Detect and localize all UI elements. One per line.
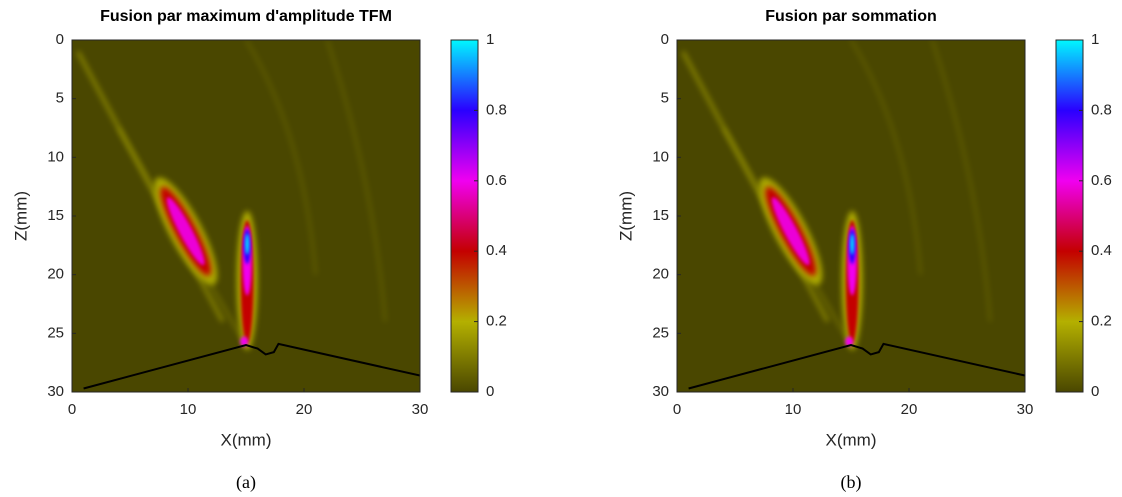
y-axis-label: Z(mm) — [11, 191, 30, 241]
chart-title: Fusion par sommation — [765, 8, 937, 25]
y-tick-label: 15 — [47, 207, 64, 224]
colorbar-tick-label: 0.6 — [486, 172, 507, 189]
x-tick-label: 30 — [412, 401, 429, 418]
intensity-blob — [845, 336, 854, 347]
colorbar-tick-label: 0.4 — [486, 242, 507, 259]
intensity-blob — [771, 197, 810, 266]
colorbar-tick-label: 0.4 — [1091, 242, 1112, 259]
colorbar-tick-label: 1 — [1091, 31, 1099, 48]
intensity-streak — [930, 40, 992, 322]
colorbar-tick-label: 0 — [486, 383, 494, 400]
intensity-streak — [244, 40, 318, 275]
y-tick-label: 0 — [661, 31, 669, 48]
intensity-blob — [850, 233, 854, 255]
heatmap-image — [76, 40, 420, 390]
y-tick-label: 25 — [47, 324, 64, 341]
heatmap-image — [681, 40, 1025, 390]
y-tick-label: 0 — [56, 31, 64, 48]
intensity-blob — [166, 197, 205, 266]
x-tick-label: 30 — [1017, 401, 1034, 418]
intensity-streak — [849, 40, 923, 275]
intensity-blob — [245, 233, 249, 255]
x-tick-label: 20 — [296, 401, 313, 418]
x-tick-label: 10 — [180, 401, 197, 418]
x-tick-label: 20 — [901, 401, 918, 418]
colorbar-tick-label: 0.2 — [486, 313, 507, 330]
interface-line — [83, 342, 420, 390]
y-tick-label: 30 — [47, 383, 64, 400]
y-tick-label: 15 — [652, 207, 669, 224]
y-tick-label: 10 — [652, 148, 669, 165]
caption: (b) — [841, 472, 862, 493]
x-tick-label: 0 — [68, 401, 76, 418]
colorbar — [1055, 39, 1084, 393]
y-axis-label: Z(mm) — [616, 191, 635, 241]
colorbar-tick-label: 0.6 — [1091, 172, 1112, 189]
y-tick-label: 25 — [652, 324, 669, 341]
caption: (a) — [236, 472, 256, 493]
y-tick-label: 20 — [652, 266, 669, 283]
chart-title: Fusion par maximum d'amplitude TFM — [100, 8, 392, 25]
interface-line — [688, 342, 1025, 390]
intensity-blob — [240, 336, 249, 347]
y-tick-label: 5 — [661, 90, 669, 107]
colorbar-tick-label: 0.8 — [486, 101, 507, 118]
colorbar-tick-label: 0.8 — [1091, 101, 1112, 118]
intensity-streak — [325, 40, 387, 322]
y-tick-label: 5 — [56, 90, 64, 107]
y-tick-label: 30 — [652, 383, 669, 400]
colorbar — [450, 39, 479, 393]
y-tick-label: 10 — [47, 148, 64, 165]
x-tick-label: 10 — [785, 401, 802, 418]
y-tick-label: 20 — [47, 266, 64, 283]
x-tick-label: 0 — [673, 401, 681, 418]
colorbar-tick-label: 1 — [486, 31, 494, 48]
colorbar-tick-label: 0.2 — [1091, 313, 1112, 330]
x-axis-label: X(mm) — [826, 430, 877, 449]
x-axis-label: X(mm) — [221, 430, 272, 449]
colorbar-tick-label: 0 — [1091, 383, 1099, 400]
